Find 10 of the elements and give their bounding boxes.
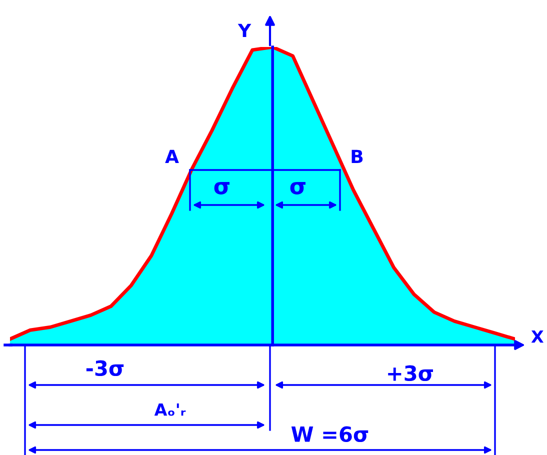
text: -3σ [86, 360, 124, 376]
annotation: σ [290, 182, 306, 194]
annotation: A [165, 150, 179, 163]
text: +3σ [388, 365, 433, 382]
text: Aₒ'ᵣ [154, 403, 186, 416]
annotation: σ [214, 182, 230, 194]
y-axis-title: Y [238, 24, 252, 37]
text: W =6σ [291, 426, 368, 442]
x-axis-title: X [531, 330, 544, 343]
annotation: B [352, 150, 363, 163]
